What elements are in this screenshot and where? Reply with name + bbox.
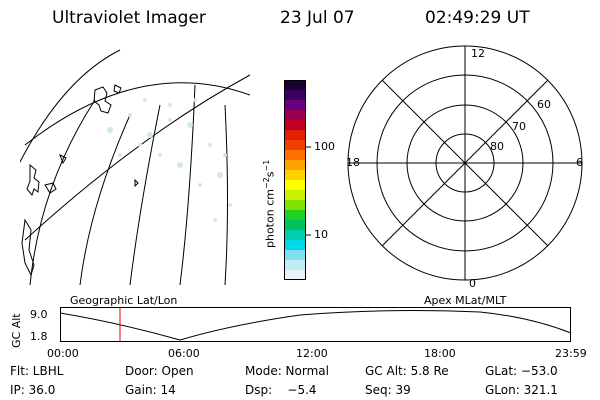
door-info: Door: Open — [125, 364, 194, 378]
gc-alt-info: GC Alt: 5.8 Re — [365, 364, 449, 378]
mlt-label-6: 6 — [576, 156, 583, 169]
aurora-emission — [107, 98, 232, 222]
colorbar — [284, 80, 306, 280]
colorbar-band — [284, 180, 306, 191]
mode-info: Mode: Normal — [245, 364, 329, 378]
colorbar-band — [284, 220, 306, 231]
gain-info: Gain: 14 — [125, 383, 176, 397]
altitude-ylabel: GC Alt — [10, 313, 23, 348]
glat-info: GLat: −53.0 — [485, 364, 558, 378]
colorbar-band — [284, 170, 306, 181]
geographic-map — [20, 49, 250, 285]
ip-info: IP: 36.0 — [10, 383, 56, 397]
colorbar-band — [284, 90, 306, 101]
colorbar-band — [284, 250, 306, 261]
glon-info: GLon: 321.1 — [485, 383, 558, 397]
date-label: 23 Jul 07 — [280, 8, 355, 28]
colorbar-axis — [306, 146, 311, 236]
colorbar-band — [284, 240, 306, 251]
colorbar-band — [284, 100, 306, 111]
altitude-ytick-9: 9.0 — [30, 308, 48, 321]
colorbar-band — [284, 130, 306, 141]
polar-plot — [347, 45, 583, 281]
colorbar-tick-100: 100 — [314, 140, 335, 153]
instrument-title: Ultraviolet Imager — [52, 8, 206, 28]
altitude-xtick-1200: 12:00 — [296, 347, 328, 360]
colorbar-unit-label: photon cm−2s−1 — [262, 159, 277, 248]
altitude-xtick-0600: 06:00 — [168, 347, 200, 360]
altitude-ytick-1-8: 1.8 — [30, 330, 48, 343]
right-panel-caption: Apex MLat/MLT — [424, 294, 507, 307]
mlt-label-12: 12 — [471, 47, 485, 60]
altitude-xtick-0000: 00:00 — [47, 347, 79, 360]
colorbar-band — [284, 140, 306, 151]
altitude-plot — [60, 307, 572, 342]
filter-info: Flt: LBHL — [10, 364, 64, 378]
time-label: 02:49:29 UT — [425, 8, 530, 28]
seq-info: Seq: 39 — [365, 383, 411, 397]
colorbar-band — [284, 160, 306, 171]
colorbar-band — [284, 110, 306, 121]
colorbar-tick-10: 10 — [314, 228, 328, 241]
mlat-label-70: 70 — [512, 120, 526, 133]
colorbar-band — [284, 210, 306, 221]
left-panel-caption: Geographic Lat/Lon — [70, 294, 178, 307]
mlat-label-60: 60 — [537, 98, 551, 111]
mlt-label-18: 18 — [346, 156, 360, 169]
mlt-label-0: 0 — [469, 277, 476, 290]
altitude-xtick-1800: 18:00 — [424, 347, 456, 360]
colorbar-band — [284, 80, 306, 91]
altitude-xtick-2359: 23:59 — [555, 347, 587, 360]
dsp-info: Dsp: −5.4 — [245, 383, 317, 397]
colorbar-band — [284, 120, 306, 131]
colorbar-band — [284, 260, 306, 271]
colorbar-band — [284, 190, 306, 201]
mlat-label-80: 80 — [490, 140, 504, 153]
colorbar-band — [284, 150, 306, 161]
colorbar-band — [284, 270, 306, 280]
colorbar-band — [284, 230, 306, 241]
colorbar-frame — [284, 80, 306, 280]
colorbar-band — [284, 200, 306, 211]
